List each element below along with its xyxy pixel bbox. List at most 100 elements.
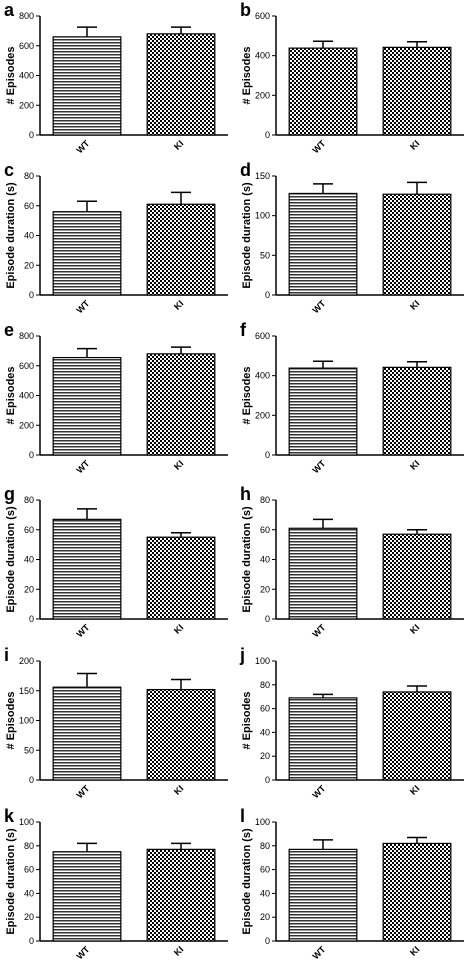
y-tick-label: 60 (260, 865, 270, 875)
panel-j: j 0 20 40 60 80 100 # Episodes WT KI (236, 645, 472, 806)
y-tick-label: 0 (265, 450, 270, 460)
x-tick-label: KI (172, 458, 185, 471)
y-tick-label: 100 (255, 817, 270, 827)
bar-wt (288, 697, 358, 781)
y-tick-label: 80 (260, 841, 270, 851)
chart-j: j 0 20 40 60 80 100 # Episodes WT KI (239, 645, 464, 800)
y-tick-label: 50 (24, 745, 34, 755)
y-tick-label: 20 (260, 912, 270, 922)
x-tick-label: WT (74, 138, 91, 155)
x-tick-label: KI (408, 458, 421, 471)
y-tick-label: 150 (255, 171, 270, 181)
bar-wt (52, 36, 122, 136)
panel-letter-b: b (240, 0, 251, 20)
y-tick-label: 0 (265, 936, 270, 946)
panel-letter-f: f (240, 320, 247, 340)
bar-wt (52, 356, 122, 456)
panel-k: k 0 20 40 60 80 100 Episode duration (s) WT KI (0, 806, 236, 967)
y-tick-label: 150 (19, 686, 34, 696)
y-tick-label: 400 (255, 51, 270, 61)
bar-wt (52, 211, 122, 296)
y-tick-label: 400 (19, 71, 34, 81)
y-tick-label: 20 (260, 584, 270, 594)
x-tick-label: WT (310, 138, 327, 155)
panel-letter-h: h (240, 484, 251, 504)
y-tick-label: 0 (29, 450, 34, 460)
bar-ki (146, 688, 216, 781)
y-tick-label: 20 (24, 912, 34, 922)
y-axis-title: # Episodes (5, 46, 17, 104)
panel-letter-i: i (4, 645, 9, 665)
y-tick-label: 40 (24, 888, 34, 898)
x-tick-label: WT (310, 458, 327, 475)
bar-ki (146, 33, 216, 136)
bar-wt (288, 192, 358, 296)
bar-ki (382, 46, 452, 136)
y-tick-label: 40 (260, 888, 270, 898)
bar-ki (146, 848, 216, 942)
y-tick-label: 80 (24, 495, 34, 505)
chart-b: b 0 200 400 600 # Episodes WT KI (240, 0, 464, 155)
x-tick-label: WT (310, 298, 327, 315)
y-tick-label: 600 (19, 41, 34, 51)
bar-wt (288, 527, 358, 620)
chart-i: i 0 50 100 150 200 # Episodes WT KI (4, 645, 228, 800)
y-axis-title: # Episodes (5, 366, 17, 424)
y-tick-label: 80 (24, 841, 34, 851)
bar-ki (382, 842, 452, 942)
y-axis-title: Episode duration (s) (241, 828, 253, 935)
panel-d: d 0 50 100 150 Episode duration (s) WT KI (236, 160, 472, 321)
chart-e: e 0 200 400 600 800 # Episodes WT KI (4, 320, 228, 475)
y-axis-title: Episode duration (s) (241, 182, 253, 289)
y-axis-title: Episode duration (s) (5, 828, 17, 935)
x-tick-label: KI (408, 783, 421, 796)
y-tick-label: 80 (260, 495, 270, 505)
y-tick-label: 600 (255, 331, 270, 341)
y-tick-label: 0 (29, 936, 34, 946)
y-tick-label: 0 (265, 775, 270, 785)
panel-c: c 0 20 40 60 80 Episode duration (s) WT KI (0, 160, 236, 321)
x-tick-label: WT (74, 458, 91, 475)
y-tick-label: 60 (24, 201, 34, 211)
x-tick-label: KI (172, 298, 185, 311)
y-tick-label: 400 (255, 371, 270, 381)
y-tick-label: 40 (260, 555, 270, 565)
y-tick-label: 0 (29, 775, 34, 785)
y-axis-title: # Episodes (241, 691, 253, 749)
bar-wt (52, 686, 122, 781)
y-tick-label: 80 (24, 171, 34, 181)
y-tick-label: 800 (19, 11, 34, 21)
chart-f: f 0 200 400 600 # Episodes WT KI (240, 320, 464, 475)
bar-ki (382, 691, 452, 781)
y-tick-label: 600 (255, 11, 270, 21)
y-tick-label: 0 (29, 614, 34, 624)
chart-a: a 0 200 400 600 800 # Episodes WT KI (4, 0, 228, 155)
y-tick-label: 20 (260, 751, 270, 761)
panel-b: b 0 200 400 600 # Episodes WT KI (236, 0, 472, 161)
y-tick-label: 200 (255, 90, 270, 100)
x-tick-label: WT (310, 944, 327, 961)
y-tick-label: 20 (24, 260, 34, 270)
bar-wt (288, 367, 358, 456)
bar-ki (382, 533, 452, 620)
bar-ki (146, 536, 216, 620)
bar-ki (382, 193, 452, 296)
y-tick-label: 0 (265, 614, 270, 624)
y-tick-label: 60 (24, 525, 34, 535)
panel-g: g 0 20 40 60 80 Episode duration (s) WT KI (0, 484, 236, 645)
y-tick-label: 100 (19, 716, 34, 726)
x-tick-label: WT (310, 783, 327, 800)
x-tick-label: KI (172, 138, 185, 151)
panel-a: a 0 200 400 600 800 # Episodes WT KI (0, 0, 236, 161)
panel-letter-l: l (240, 806, 245, 826)
chart-g: g 0 20 40 60 80 Episode duration (s) WT KI (4, 484, 228, 639)
y-tick-label: 400 (19, 391, 34, 401)
y-axis-title: # Episodes (241, 46, 253, 104)
y-axis-title: # Episodes (5, 691, 17, 749)
y-tick-label: 600 (19, 361, 34, 371)
y-tick-label: 0 (265, 130, 270, 140)
x-tick-label: WT (74, 622, 91, 639)
bar-ki (146, 353, 216, 456)
